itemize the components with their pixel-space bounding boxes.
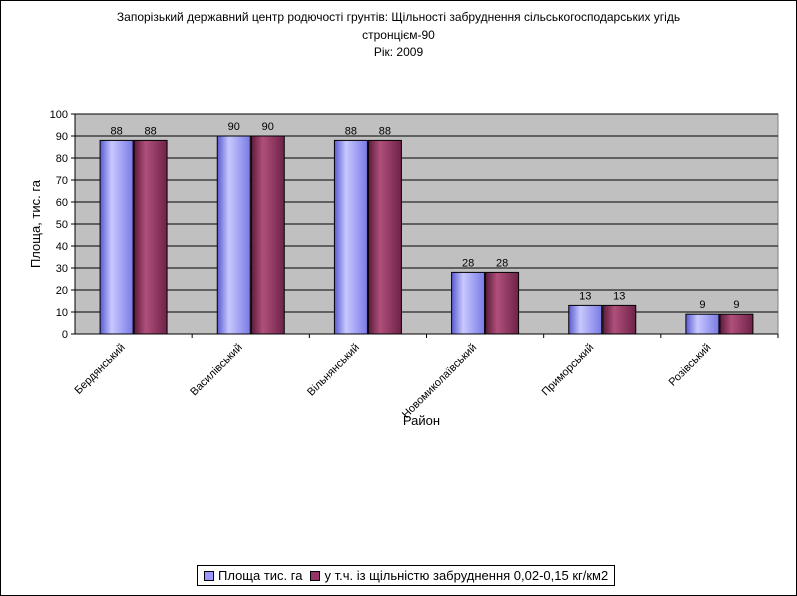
- data-label: 9: [733, 299, 739, 311]
- chart-title-line-1: Запорізький державний центр родючості гр…: [116, 10, 681, 24]
- data-label: 9: [699, 299, 705, 311]
- bar-2: [250, 135, 285, 335]
- bar-2: [367, 139, 402, 335]
- data-label: 13: [579, 290, 591, 302]
- bar-1: [451, 271, 486, 335]
- y-tick-label: 70: [56, 175, 68, 187]
- legend-swatch-series-2: [310, 570, 321, 581]
- data-label: 90: [228, 121, 240, 133]
- y-axis-label: Площа, тис. га: [28, 179, 43, 268]
- data-label: 88: [144, 125, 156, 137]
- data-label: 88: [110, 125, 122, 137]
- y-tick-label: 100: [50, 109, 68, 121]
- legend-item-series-2: у т.ч. із щільністю забруднення 0,02-0,1…: [310, 568, 608, 583]
- data-label: 88: [379, 125, 391, 137]
- x-tick-label: Вільнянський: [305, 342, 362, 399]
- y-tick-label: 40: [56, 241, 68, 253]
- bar-1: [216, 135, 251, 335]
- y-tick-label: 60: [56, 197, 68, 209]
- legend-label-series-2: у т.ч. із щільністю забруднення 0,02-0,1…: [324, 568, 609, 583]
- y-tick-label: 20: [56, 285, 68, 297]
- legend-swatch-series-1: [204, 570, 214, 581]
- data-label: 13: [613, 290, 625, 302]
- bar-2: [485, 271, 520, 335]
- x-tick-label: Новомиколаївський: [400, 342, 479, 421]
- x-axis-label: Район: [403, 413, 440, 428]
- legend-item-series-1: Площа тис. га: [204, 568, 302, 583]
- bar-1: [333, 139, 368, 335]
- data-label: 90: [262, 121, 274, 133]
- y-tick-label: 80: [56, 153, 68, 165]
- x-tick-label: Бердянський: [73, 342, 128, 397]
- x-tick-label: Василівський: [188, 342, 245, 399]
- y-tick-label: 50: [56, 219, 68, 231]
- bar-1: [685, 313, 720, 335]
- data-label: 28: [496, 257, 508, 269]
- chart-title-line-3: Рік: 2009: [373, 45, 424, 59]
- bar-2: [602, 304, 637, 335]
- y-tick-label: 10: [56, 307, 68, 319]
- y-tick-label: 30: [56, 263, 68, 275]
- x-tick-label: Приморський: [540, 342, 597, 399]
- x-tick-label: Розівський: [667, 342, 714, 389]
- bar-1: [99, 139, 134, 335]
- data-label: 28: [462, 257, 474, 269]
- bar-2: [719, 313, 754, 335]
- legend-label-series-1: Площа тис. га: [218, 568, 303, 583]
- y-tick-label: 90: [56, 131, 68, 143]
- chart-title-line-2: стронцієм-90: [362, 28, 435, 42]
- bar-1: [568, 304, 603, 335]
- data-label: 88: [345, 125, 357, 137]
- legend: Площа тис. га у т.ч. із щільністю забруд…: [197, 565, 616, 586]
- bar-2: [133, 139, 168, 335]
- y-tick-label: 0: [62, 329, 68, 341]
